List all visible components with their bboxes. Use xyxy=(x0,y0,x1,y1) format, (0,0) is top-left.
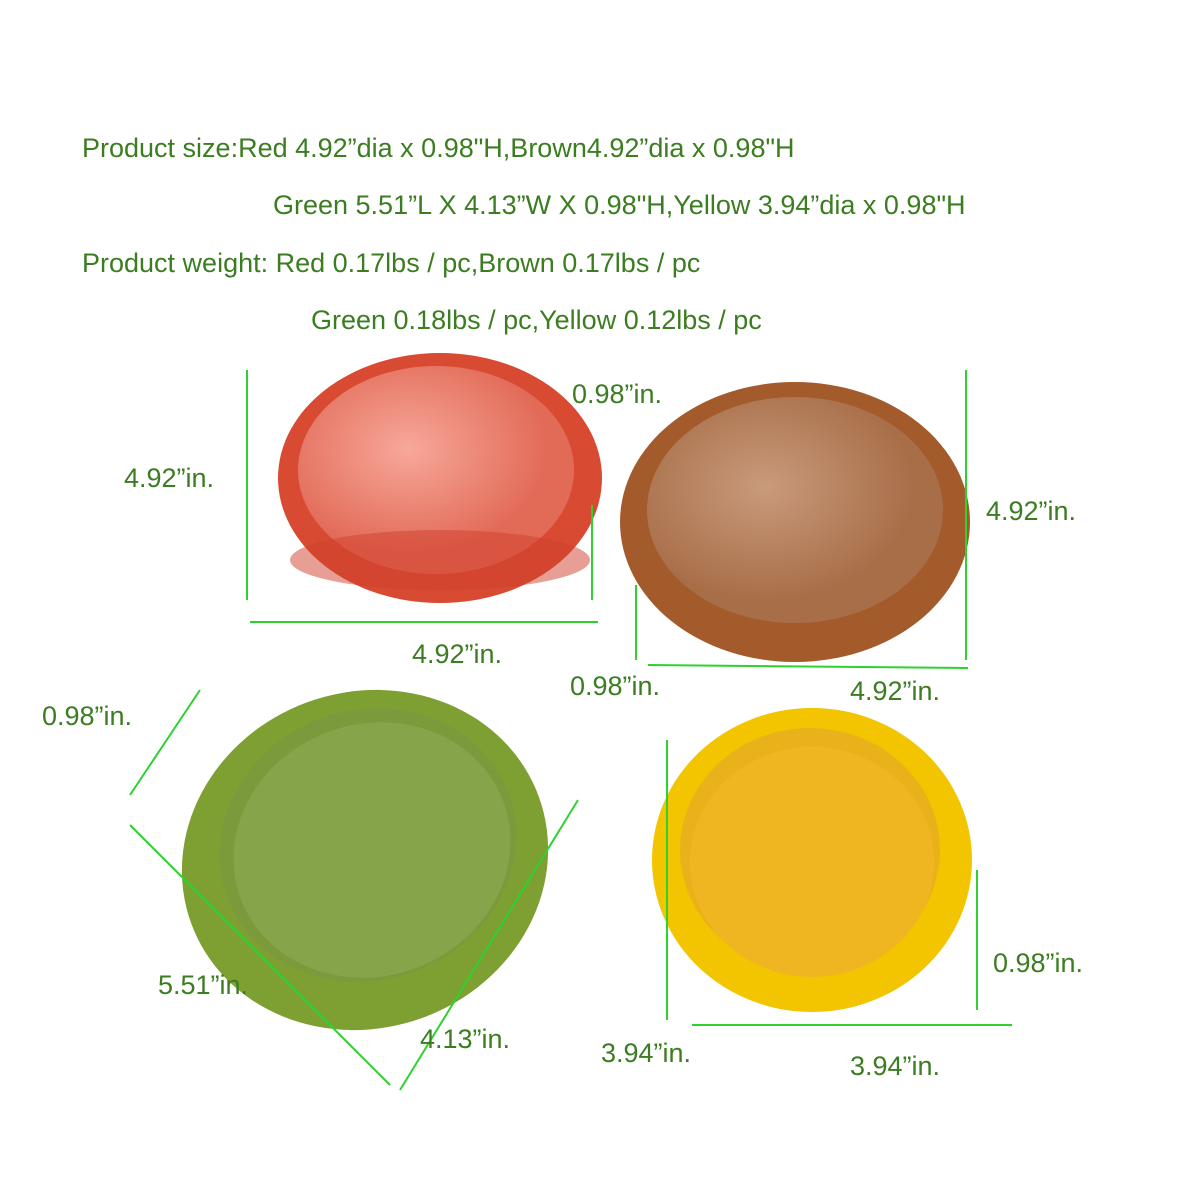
green-dish xyxy=(181,689,549,1031)
dimension-label: 0.98”in. xyxy=(993,948,1083,978)
size-line: Product size:Red 4.92”dia x 0.98"H,Brown… xyxy=(82,133,795,163)
dimension-label: 4.92”in. xyxy=(124,463,214,493)
weight-line: Product weight: Red 0.17lbs / pc,Brown 0… xyxy=(82,248,700,278)
dimension-label: 4.92”in. xyxy=(850,676,940,706)
dimension-label: 4.13”in. xyxy=(420,1024,510,1054)
dimension-label: 0.98”in. xyxy=(572,379,662,409)
brown-dish xyxy=(620,382,970,662)
dimension-label: 0.98”in. xyxy=(570,671,660,701)
dimension-label: 5.51”in. xyxy=(158,970,248,1000)
dimension-label: 4.92”in. xyxy=(986,496,1076,526)
dimension-label: 4.92”in. xyxy=(412,639,502,669)
dimension-label: 3.94”in. xyxy=(601,1038,691,1068)
red-dish xyxy=(278,353,602,603)
dimension-label: 3.94”in. xyxy=(850,1051,940,1081)
weight-line: Green 0.18lbs / pc,Yellow 0.12lbs / pc xyxy=(311,305,762,335)
size-line: Green 5.51”L X 4.13”W X 0.98"H,Yellow 3.… xyxy=(273,190,966,220)
dimension-label: 0.98”in. xyxy=(42,701,132,731)
dimension-lines xyxy=(129,370,1012,1091)
yellow-dish xyxy=(652,708,972,1012)
